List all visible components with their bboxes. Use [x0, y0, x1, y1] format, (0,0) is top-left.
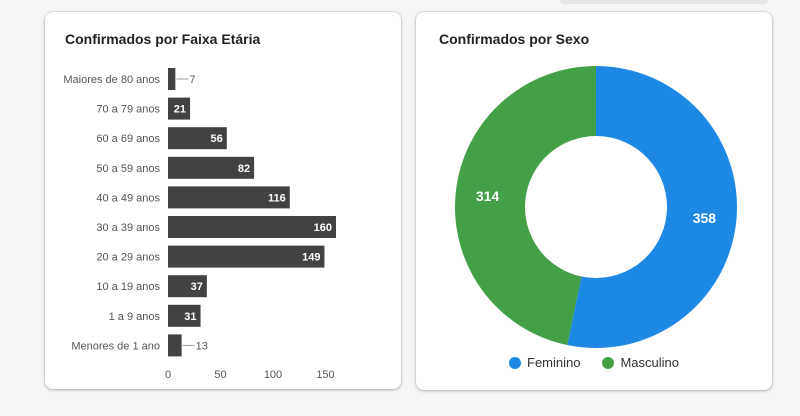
bar-group: 40 a 49 anos 116	[96, 186, 290, 209]
category-label: Maiores de 80 anos	[63, 74, 160, 86]
category-label: 60 a 69 anos	[96, 133, 160, 145]
bar-value-label: 56	[211, 133, 223, 145]
category-label: 70 a 79 anos	[96, 104, 160, 116]
bar[interactable]	[168, 97, 191, 120]
category-label: 40 a 49 anos	[96, 192, 160, 204]
bar[interactable]	[168, 68, 176, 90]
legend-label: Masculino	[620, 355, 679, 370]
category-label: 20 a 29 anos	[96, 252, 160, 264]
x-tick-label: 50	[214, 369, 226, 381]
bar-value-label: 37	[191, 281, 203, 293]
bar-value-label: 82	[238, 163, 250, 175]
slice-value-label: 358	[693, 210, 717, 226]
sex-chart-title: Confirmados por Sexo	[439, 31, 590, 47]
donut-slice-masculino[interactable]	[455, 66, 596, 346]
top-strip	[560, 0, 768, 4]
bar-value-label: 31	[184, 311, 196, 323]
bar[interactable]	[168, 275, 207, 298]
legend-item-feminino[interactable]: Feminino	[509, 355, 580, 370]
bar-group: 20 a 29 anos 149	[96, 245, 325, 268]
legend-swatch	[509, 356, 521, 369]
x-tick-label: 100	[264, 369, 282, 381]
sex-donut-chart: 358 314	[455, 66, 737, 348]
bar[interactable]	[168, 156, 255, 179]
category-label: 30 a 39 anos	[96, 222, 160, 234]
bar-group: 60 a 69 anos 56	[96, 127, 227, 150]
bar[interactable]	[168, 216, 336, 238]
donut-slice-feminino[interactable]	[567, 66, 737, 348]
bar-group: Maiores de 80 anos 7	[63, 68, 195, 90]
sex-chart-card: Confirmados por Sexo 358 314 Feminino Masc…	[416, 12, 772, 390]
bar-group: 10 a 19 anos 37	[96, 275, 207, 298]
bar-group: 70 a 79 anos 21	[96, 97, 191, 120]
bar-value-label: 116	[268, 192, 286, 204]
legend-swatch	[602, 356, 615, 369]
bar[interactable]	[168, 127, 227, 150]
slice-value-label: 314	[476, 188, 500, 204]
bar-value-label: 149	[302, 252, 320, 264]
bar[interactable]	[168, 186, 290, 209]
age-chart-title: Confirmados por Faixa Etária	[65, 31, 261, 47]
category-label: 10 a 19 anos	[96, 281, 160, 293]
x-tick-label: 0	[165, 369, 171, 381]
bar[interactable]	[168, 245, 325, 268]
bar-group: 1 a 9 anos 31	[109, 304, 201, 327]
bar-group: 50 a 59 anos 82	[96, 156, 255, 179]
bar[interactable]	[168, 304, 201, 327]
category-label: 1 a 9 anos	[109, 311, 161, 323]
bar[interactable]	[168, 334, 182, 357]
bar-value-label: 13	[196, 340, 208, 352]
x-tick-label: 150	[316, 369, 334, 381]
age-chart-card: Confirmados por Faixa Etária Maiores de …	[45, 12, 401, 389]
age-bar-chart: Maiores de 80 anos 7 70 a 79 anos 21 60 a 69…	[63, 68, 336, 381]
sex-chart-legend: Feminino Masculino	[416, 355, 772, 370]
category-label: 50 a 59 anos	[96, 163, 160, 175]
category-label: Menores de 1 ano	[71, 340, 160, 352]
bar-value-label: 160	[314, 222, 332, 234]
bar-value-label: 21	[174, 104, 186, 116]
bar-group: 30 a 39 anos 160	[96, 216, 336, 238]
bar-value-label: 7	[189, 74, 195, 86]
legend-label: Feminino	[527, 355, 581, 370]
bar-group: Menores de 1 ano 13	[71, 334, 208, 357]
legend-item-masculino[interactable]: Masculino	[602, 355, 679, 370]
